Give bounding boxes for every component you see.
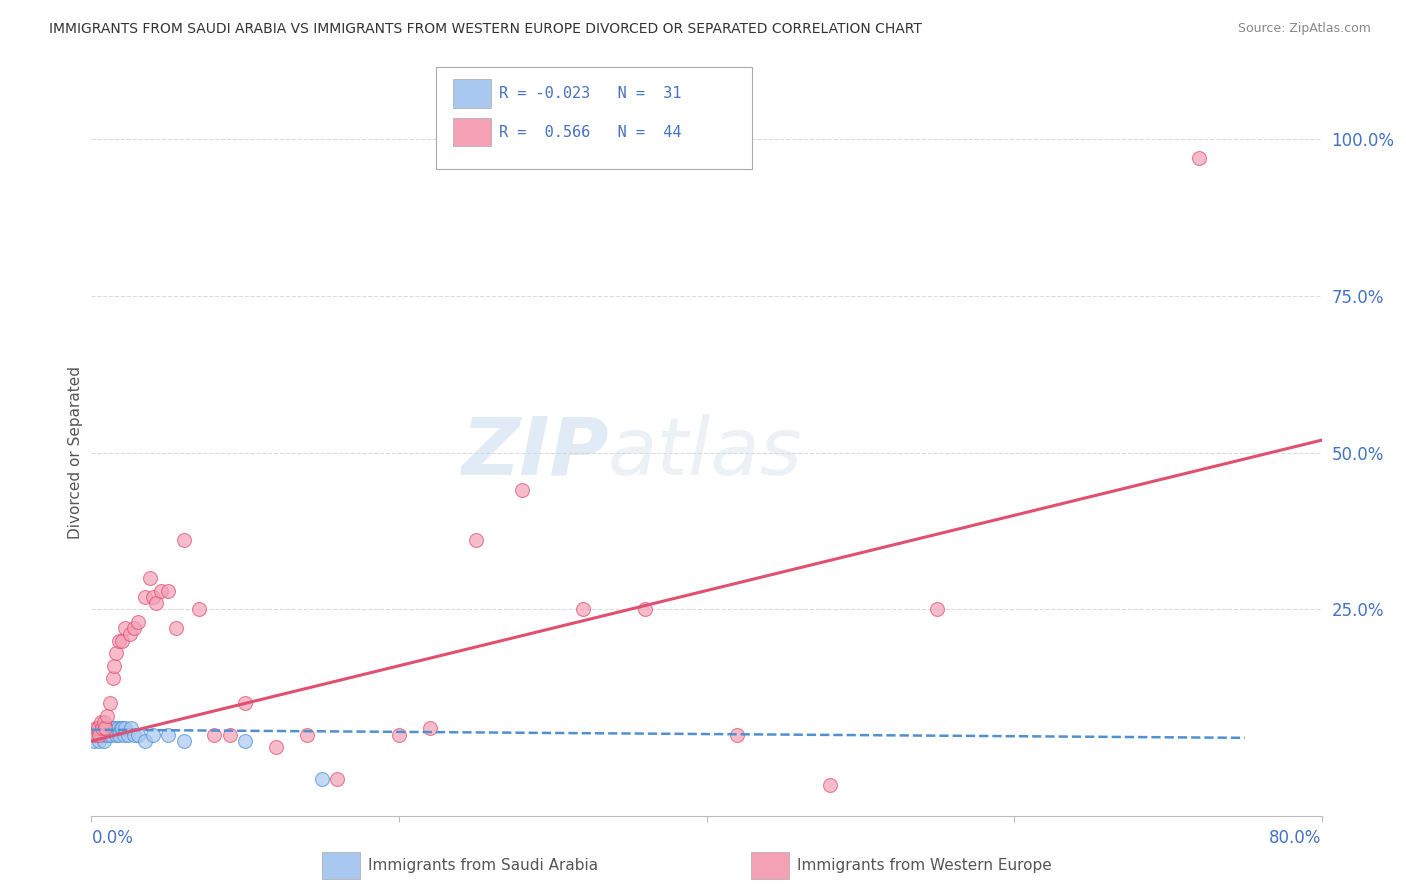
Point	[101, 671, 124, 685]
Point	[202, 728, 225, 742]
Point	[419, 722, 441, 736]
Point	[83, 734, 105, 748]
Point	[105, 728, 127, 742]
Point	[173, 533, 195, 548]
Point	[90, 715, 112, 730]
Point	[84, 728, 107, 742]
Point	[124, 728, 146, 742]
Point	[110, 722, 132, 736]
Point	[107, 722, 129, 736]
Point	[145, 596, 167, 610]
Point	[311, 772, 333, 786]
Point	[93, 715, 115, 730]
Point	[134, 590, 156, 604]
Text: Immigrants from Saudi Arabia: Immigrants from Saudi Arabia	[368, 858, 599, 872]
Point	[111, 722, 134, 736]
Point	[572, 602, 595, 616]
Point	[326, 772, 349, 786]
Text: 80.0%: 80.0%	[1270, 829, 1322, 847]
Text: Immigrants from Western Europe: Immigrants from Western Europe	[797, 858, 1052, 872]
Point	[157, 728, 180, 742]
Text: Source: ZipAtlas.com: Source: ZipAtlas.com	[1237, 22, 1371, 36]
Point	[120, 722, 142, 736]
Point	[127, 728, 149, 742]
Point	[86, 722, 108, 736]
Point	[98, 697, 121, 711]
Text: IMMIGRANTS FROM SAUDI ARABIA VS IMMIGRANTS FROM WESTERN EUROPE DIVORCED OR SEPAR: IMMIGRANTS FROM SAUDI ARABIA VS IMMIGRAN…	[49, 22, 922, 37]
Point	[295, 728, 318, 742]
Point	[388, 728, 411, 742]
Point	[114, 722, 136, 736]
Point	[233, 697, 256, 711]
Text: R =  0.566   N =  44: R = 0.566 N = 44	[499, 125, 682, 139]
Point	[90, 728, 112, 742]
Point	[101, 722, 124, 736]
Point	[139, 571, 162, 585]
Point	[96, 722, 118, 736]
Point	[233, 734, 256, 748]
Point	[91, 722, 114, 736]
Point	[94, 722, 117, 736]
Y-axis label: Divorced or Separated: Divorced or Separated	[67, 367, 83, 539]
Point	[103, 658, 125, 673]
Point	[83, 728, 105, 742]
Point	[264, 740, 287, 755]
Point	[117, 728, 139, 742]
Point	[94, 728, 117, 742]
Point	[87, 728, 110, 742]
Text: ZIP: ZIP	[461, 414, 607, 491]
Point	[108, 728, 131, 742]
Point	[142, 728, 165, 742]
Point	[218, 728, 240, 742]
Point	[97, 728, 120, 742]
Point	[149, 583, 172, 598]
Point	[510, 483, 533, 498]
Point	[134, 734, 156, 748]
Text: 0.0%: 0.0%	[91, 829, 134, 847]
Point	[188, 602, 211, 616]
Point	[127, 615, 149, 629]
Point	[157, 583, 180, 598]
Point	[927, 602, 949, 616]
Point	[1187, 151, 1209, 165]
Text: R = -0.023   N =  31: R = -0.023 N = 31	[499, 87, 682, 101]
Point	[111, 633, 134, 648]
Point	[634, 602, 657, 616]
Point	[124, 621, 146, 635]
Point	[93, 734, 115, 748]
Point	[84, 722, 107, 736]
Point	[91, 722, 114, 736]
Point	[725, 728, 748, 742]
Point	[108, 633, 131, 648]
Point	[98, 722, 121, 736]
Point	[103, 722, 125, 736]
Point	[114, 621, 136, 635]
Point	[118, 627, 141, 641]
Point	[86, 722, 108, 736]
Point	[464, 533, 486, 548]
Point	[142, 590, 165, 604]
Point	[87, 734, 110, 748]
Point	[173, 734, 195, 748]
Text: atlas: atlas	[607, 414, 803, 491]
Point	[100, 728, 122, 742]
Point	[105, 646, 127, 660]
Point	[112, 728, 135, 742]
Point	[165, 621, 187, 635]
Point	[818, 778, 841, 792]
Point	[96, 709, 118, 723]
